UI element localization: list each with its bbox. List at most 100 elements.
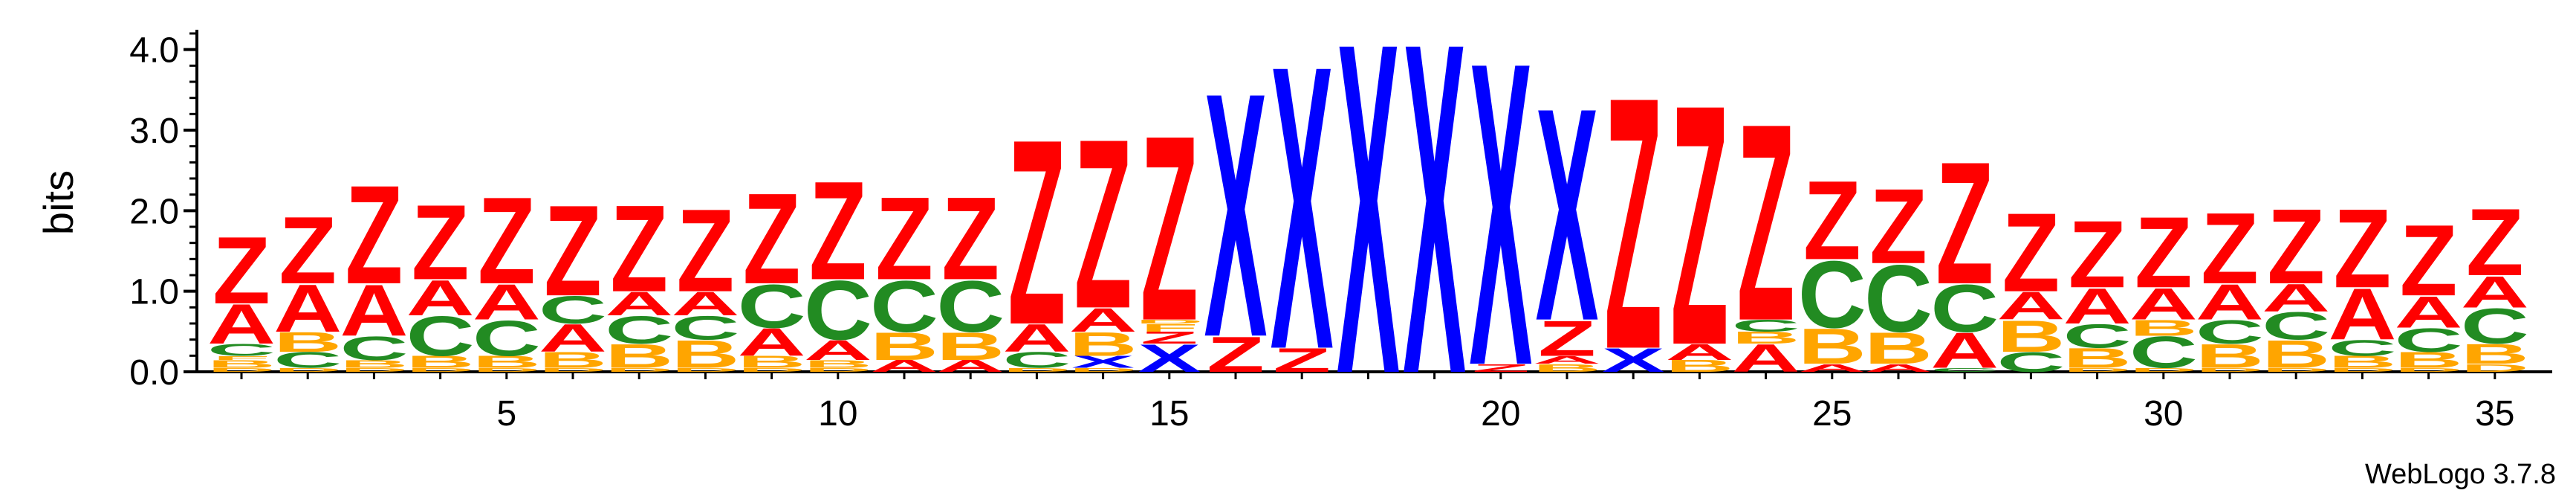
logo-letter-b: B (2461, 338, 2529, 370)
logo-letter-z: Z (610, 180, 668, 318)
logo-letter-d: D (2196, 367, 2264, 373)
logo-letter-b: B (273, 326, 342, 358)
logo-letter-d: D (804, 367, 872, 373)
y-tick-label: 3.0 (129, 112, 179, 151)
logo-letter-z: Z (1141, 329, 1198, 347)
logo-letter-b: B (738, 352, 806, 371)
x-tick-label: 10 (818, 394, 857, 434)
x-tick-label: 15 (1149, 394, 1189, 434)
logo-letter-d: D (2063, 367, 2132, 373)
logo-letter-x: X (1204, 20, 1268, 410)
x-tick-label: 30 (2144, 394, 2183, 434)
logo-letter-b: B (340, 358, 408, 370)
logo-letter-a: A (2262, 276, 2330, 320)
logo-letter-c: C (340, 329, 408, 367)
logo-letter-b: B (1069, 326, 1138, 363)
logo-letter-z: Z (1074, 89, 1132, 359)
logo-letter-d: D (2395, 367, 2463, 373)
logo-letter-a: A (2461, 267, 2529, 317)
logo-letter-a: A (2395, 287, 2463, 337)
logo-letter-c: C (273, 347, 342, 373)
logo-letter-z: Z (1207, 326, 1265, 383)
logo-letter-a: A (406, 270, 475, 326)
x-tick-label: 35 (2475, 394, 2514, 434)
logo-letter-a: A (473, 274, 541, 330)
logo-letter-b: B (539, 347, 607, 373)
logo-letter-a: A (2328, 274, 2396, 355)
logo-letter-b: B (1533, 361, 1601, 374)
logo-letter-a: A (738, 321, 806, 364)
logo-letter-f: F (1141, 321, 1198, 334)
logo-letter-a: A (605, 286, 673, 323)
logo-letter-z: Z (1538, 310, 1596, 367)
logo-letter-z: Z (279, 197, 337, 304)
logo-letter-a: A (1002, 316, 1071, 360)
logo-letter-b: B (2129, 315, 2198, 341)
logo-letter-a: A (1930, 322, 1999, 379)
logo-letter-x: X (1337, 0, 1401, 473)
logo-letter-b: B (473, 352, 541, 371)
logo-letter-c: C (2063, 318, 2132, 355)
logo-letter-b: B (1732, 329, 1800, 347)
y-tick-label: 1.0 (129, 273, 179, 312)
logo-letter-c: C (1996, 347, 2065, 378)
logo-letter-a: A (671, 286, 739, 323)
logo-letter-z: Z (1869, 167, 1927, 286)
logo-letter-c: C (2129, 328, 2198, 378)
logo-letter-a: A (2196, 274, 2264, 330)
logo-letter-a: A (870, 357, 938, 376)
logo-letter-d: D (1069, 367, 1138, 373)
logo-letter-a: A (1798, 361, 1866, 374)
logo-letter-b: B (406, 352, 475, 371)
logo-letter-z: Z (1472, 361, 1530, 374)
logo-letter-d: D (539, 367, 607, 373)
logo-letter-a: A (804, 335, 872, 366)
logo-letter-c: C (804, 263, 872, 358)
logo-letter-d: D (1135, 318, 1204, 324)
logo-letter-d: D (738, 367, 806, 373)
logo-letter-a: A (340, 270, 408, 352)
logo-letter-z: Z (875, 173, 933, 305)
logo-letter-b: B (2196, 338, 2264, 375)
x-axis: 5 10 15 20 25 30 35 (197, 370, 2552, 434)
logo-letter-c: C (671, 309, 739, 347)
logo-letter-z: Z (1671, 33, 1729, 416)
logo-letter-x: X (1071, 352, 1135, 371)
logo-letter-a: A (539, 316, 607, 360)
logo-letter-d: D (671, 367, 739, 373)
logo-letter-z: Z (2002, 189, 2060, 315)
logo-letter-d: D (473, 367, 541, 373)
logo-letter-z: Z (809, 152, 867, 309)
logo-letter-a: A (1665, 339, 1733, 364)
logo-letter-f: F (212, 355, 270, 361)
logo-letter-z: Z (345, 157, 403, 314)
logo-letter-x: X (1536, 45, 1600, 384)
y-tick-label: 4.0 (129, 31, 179, 71)
logo-letter-z: Z (212, 217, 270, 324)
logo-letter-z: Z (941, 173, 999, 305)
logo-letter-z: Z (1141, 80, 1198, 376)
logo-letter-c: C (1002, 347, 1071, 373)
x-tick-label: 5 (496, 394, 516, 434)
logo-letter-b: B (1864, 323, 1933, 373)
logo-letter-z: Z (1803, 157, 1861, 283)
logo-letter-b: B (2063, 342, 2132, 373)
logo-letter-c: C (539, 288, 607, 332)
logo-letter-d: D (273, 367, 342, 373)
y-tick-label: 2.0 (129, 192, 179, 231)
logo-letter-a: A (273, 271, 342, 347)
x-tick-label: 25 (1812, 394, 1852, 434)
logo-letter-a: A (2129, 280, 2198, 329)
logo-letter-d: D (2328, 367, 2396, 373)
logo-letter-b: B (671, 332, 739, 376)
logo-letter-x: X (1403, 0, 1467, 473)
logo-letter-x: X (1138, 336, 1201, 380)
logo-letter-c: C (1864, 245, 1933, 352)
logo-letter-c: C (605, 308, 673, 352)
logo-letter-c: C (2262, 304, 2330, 348)
y-axis: 0.0 1.0 2.0 3.0 4.0 (129, 30, 198, 393)
logo-letter-z: Z (1936, 125, 1993, 320)
logo-letter-d: D (340, 367, 408, 373)
logo-letter-z: Z (1737, 65, 1795, 379)
